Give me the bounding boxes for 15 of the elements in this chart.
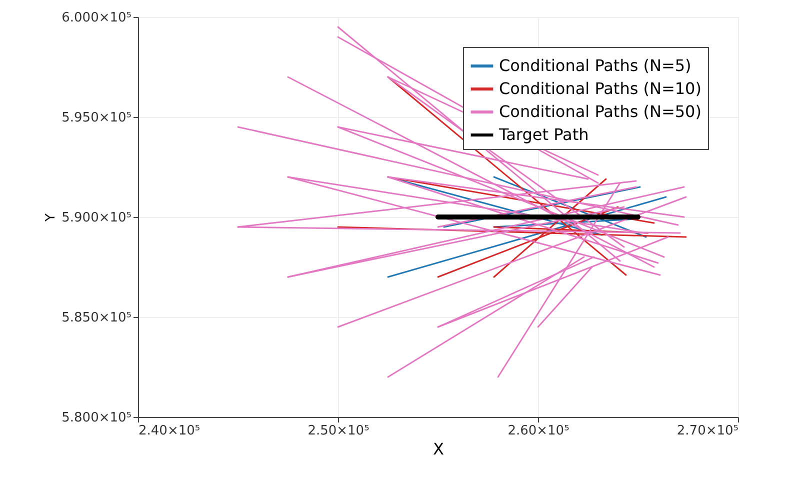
x-tick-label: 2.50×10⁵: [308, 424, 370, 438]
legend-label: Conditional Paths (N=5): [499, 56, 692, 75]
y-tick-label: 5.850×10⁵: [62, 310, 132, 326]
y-axis-title: Y: [44, 213, 59, 222]
y-tick-label: 5.950×10⁵: [62, 110, 132, 126]
x-axis-title: X: [433, 440, 444, 458]
x-tick-label: 2.40×10⁵: [138, 424, 200, 438]
y-tick-label: 5.900×10⁵: [62, 210, 132, 226]
y-tick-label: 5.800×10⁵: [62, 410, 132, 426]
legend-label: Conditional Paths (N=50): [499, 102, 702, 121]
x-tick-label: 2.60×10⁵: [508, 424, 570, 438]
y-tick-label: 6.000×10⁵: [62, 10, 132, 26]
legend-label: Target Path: [498, 125, 589, 144]
legend-label: Conditional Paths (N=10): [499, 79, 702, 98]
x-tick-label: 2.70×10⁵: [676, 424, 738, 438]
